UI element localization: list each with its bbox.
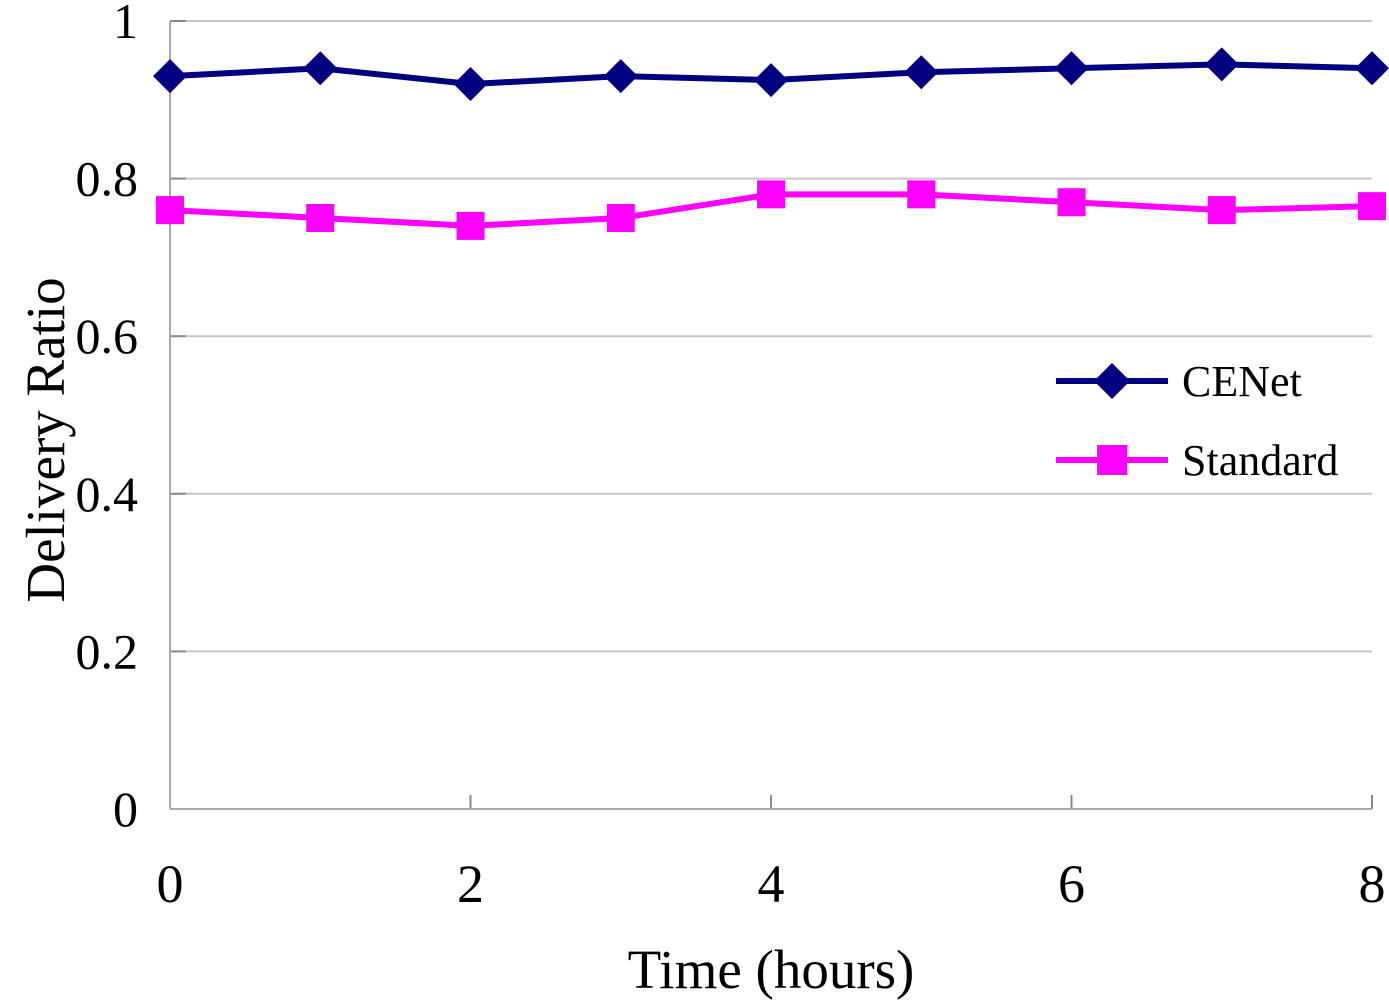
y-axis-title: Delivery Ratio bbox=[15, 277, 76, 602]
marker-square-standard-5 bbox=[907, 180, 936, 209]
x-tick-label-0: 0 bbox=[157, 854, 184, 914]
x-tick-label-8: 8 bbox=[1359, 854, 1386, 914]
axes bbox=[169, 21, 1372, 810]
legend-square-marker-icon bbox=[1097, 445, 1127, 475]
y-tick-label-0.8: 0.8 bbox=[76, 151, 139, 207]
legend-diamond-marker-icon bbox=[1094, 363, 1130, 399]
marker-square-standard-8 bbox=[1358, 192, 1386, 221]
legend-item-standard: Standard bbox=[1056, 436, 1338, 485]
y-tick-label-0.6: 0.6 bbox=[76, 308, 139, 364]
marker-square-standard-3 bbox=[606, 204, 635, 232]
y-tick-labels: 0 0.2 0.4 0.6 0.8 1 bbox=[76, 0, 139, 837]
marker-diamond-cenet-7 bbox=[1204, 47, 1239, 82]
marker-diamond-cenet-8 bbox=[1355, 51, 1389, 86]
x-tick-label-2: 2 bbox=[457, 854, 484, 914]
marker-diamond-cenet-2 bbox=[453, 67, 488, 102]
y-tick-label-0.2: 0.2 bbox=[76, 623, 139, 679]
marker-diamond-cenet-0 bbox=[153, 59, 187, 94]
marker-diamond-cenet-3 bbox=[603, 59, 638, 94]
marker-square-standard-7 bbox=[1207, 196, 1236, 225]
marker-diamond-cenet-5 bbox=[904, 55, 939, 90]
marker-square-standard-6 bbox=[1057, 188, 1086, 217]
marker-diamond-cenet-4 bbox=[754, 63, 788, 98]
gridlines bbox=[170, 20, 1372, 653]
axis-ticks bbox=[170, 20, 1373, 809]
x-tick-label-6: 6 bbox=[1058, 854, 1085, 914]
y-tick-label-0: 0 bbox=[113, 781, 138, 837]
marker-square-standard-2 bbox=[456, 211, 485, 240]
x-tick-labels: 0 2 4 6 8 bbox=[157, 854, 1386, 914]
legend-label-cenet: CENet bbox=[1182, 357, 1302, 406]
marker-diamond-cenet-6 bbox=[1054, 51, 1089, 86]
y-tick-label-0.4: 0.4 bbox=[76, 466, 139, 522]
data-series bbox=[153, 47, 1389, 240]
legend: CENet Standard bbox=[1056, 357, 1338, 485]
legend-label-standard: Standard bbox=[1182, 436, 1338, 485]
y-tick-label-1: 1 bbox=[113, 0, 138, 49]
x-axis-title: Time (hours) bbox=[628, 939, 915, 1000]
marker-square-standard-4 bbox=[757, 180, 785, 209]
marker-square-standard-0 bbox=[156, 196, 184, 225]
marker-diamond-cenet-1 bbox=[303, 51, 338, 86]
marker-square-standard-1 bbox=[306, 204, 335, 232]
x-tick-label-4: 4 bbox=[758, 854, 785, 914]
legend-item-cenet: CENet bbox=[1056, 357, 1302, 406]
